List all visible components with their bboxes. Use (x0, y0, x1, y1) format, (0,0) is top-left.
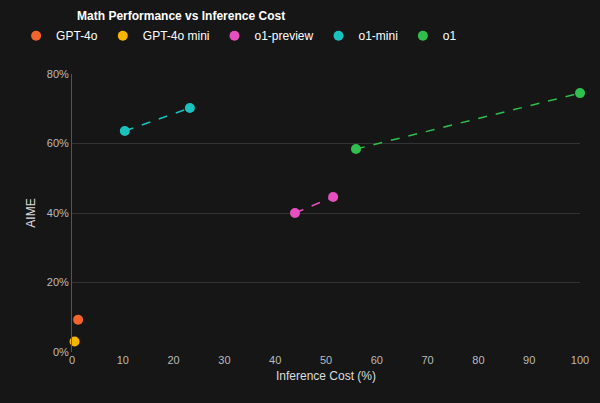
svg-text:30: 30 (218, 354, 230, 366)
svg-text:10: 10 (117, 354, 129, 366)
svg-text:0%: 0% (53, 346, 69, 358)
svg-text:0: 0 (69, 354, 75, 366)
svg-text:AIME: AIME (24, 198, 38, 227)
svg-text:80%: 80% (47, 68, 69, 80)
svg-text:GPT-4o mini: GPT-4o mini (143, 29, 210, 43)
svg-text:20: 20 (167, 354, 179, 366)
svg-text:Inference Cost (%): Inference Cost (%) (276, 369, 376, 383)
svg-text:o1-preview: o1-preview (254, 29, 313, 43)
svg-text:70: 70 (421, 354, 433, 366)
svg-text:o1-mini: o1-mini (359, 29, 398, 43)
svg-text:40: 40 (269, 354, 281, 366)
svg-text:90: 90 (523, 354, 535, 366)
svg-text:o1: o1 (443, 29, 457, 43)
svg-text:80: 80 (472, 354, 484, 366)
svg-text:100: 100 (571, 354, 589, 366)
svg-text:Math Performance vs Inference: Math Performance vs Inference Cost (77, 9, 285, 23)
svg-text:40%: 40% (47, 207, 69, 219)
svg-text:60: 60 (371, 354, 383, 366)
svg-text:20%: 20% (47, 276, 69, 288)
svg-text:60%: 60% (47, 137, 69, 149)
svg-text:GPT-4o: GPT-4o (56, 29, 98, 43)
svg-text:50: 50 (320, 354, 332, 366)
